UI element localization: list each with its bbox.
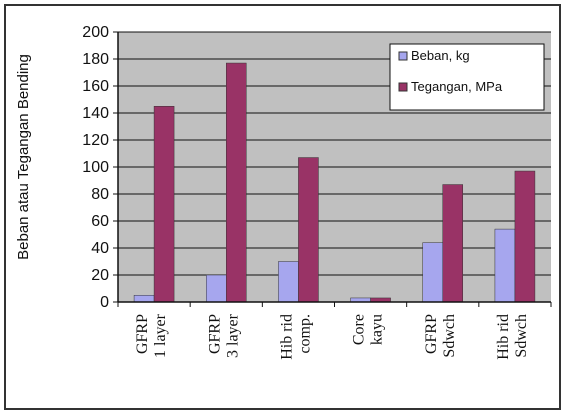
x-category-label: Sdwch: [513, 314, 530, 358]
x-category-label: GFRP: [423, 314, 440, 354]
y-axis-title: Beban atau Tegangan Bending: [15, 54, 32, 260]
legend: Beban, kg Tegangan, MPa: [389, 43, 545, 111]
chart-frame: 0 20 40 60 80 100 120 140 160 180 200 GFRP 1 layer G…: [4, 4, 561, 410]
x-category-label: Sdwch: [441, 314, 458, 358]
y-tick-label: 60: [91, 213, 109, 230]
bar-beban: [206, 274, 227, 303]
x-category-label: Hib rid: [495, 314, 512, 360]
x-category-label: GFRP: [134, 314, 151, 354]
y-tick-label: 200: [82, 24, 109, 41]
bar-tegangan: [514, 170, 536, 303]
y-tick-label: 40: [91, 240, 109, 257]
bar-beban: [494, 228, 516, 303]
bar-beban: [278, 261, 299, 303]
y-tick-label: 180: [82, 51, 109, 68]
legend-swatch-beban: [398, 51, 408, 61]
bars: [133, 62, 536, 303]
x-category-label: Core: [351, 314, 368, 345]
legend-label-tegangan: Tegangan, MPa: [411, 79, 503, 94]
y-tick-label: 120: [82, 132, 109, 149]
x-category-label: 3 layer: [224, 313, 241, 358]
y-tick-label: 100: [82, 159, 109, 176]
y-tick-label: 20: [91, 267, 109, 284]
bar-tegangan: [442, 184, 463, 303]
y-tick-labels: 0 20 40 60 80 100 120 140 160 180 200: [82, 24, 109, 311]
y-tick-label: 160: [82, 78, 109, 95]
bar-tegangan: [298, 157, 319, 303]
x-category-label: 1 layer: [152, 313, 169, 358]
bar-beban: [133, 295, 155, 303]
x-category-labels: GFRP 1 layer GFRP 3 layer Hib rid comp. Core ka…: [134, 313, 530, 359]
x-category-label: GFRP: [206, 314, 223, 354]
axes: [113, 31, 552, 307]
x-category-label: Hib rid: [278, 314, 295, 360]
y-tick-label: 80: [91, 186, 109, 203]
legend-box: [389, 43, 545, 111]
x-category-label: kayu: [369, 314, 386, 345]
x-category-label: comp.: [296, 314, 313, 354]
y-tick-label: 140: [82, 105, 109, 122]
bar-beban: [422, 242, 443, 303]
legend-swatch-tegangan: [398, 82, 408, 92]
bar-tegangan: [153, 106, 175, 303]
y-tick-label: 0: [100, 294, 109, 311]
legend-label-beban: Beban, kg: [411, 48, 470, 63]
bar-tegangan: [226, 62, 247, 303]
